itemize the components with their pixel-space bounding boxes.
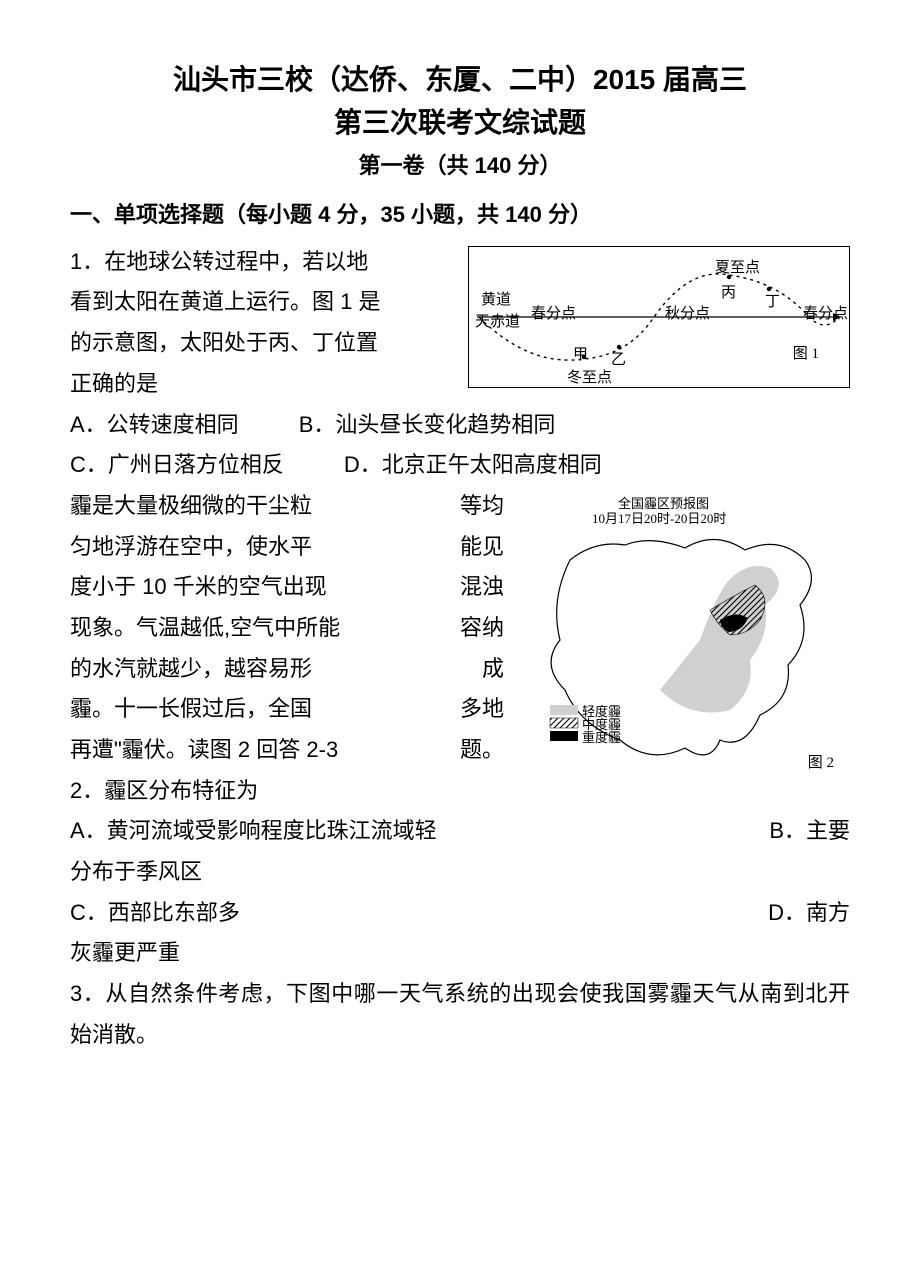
fig1-label-tianchidao: 天赤道 bbox=[475, 309, 520, 337]
fig1-label-chunfen-left: 春分点 bbox=[531, 301, 576, 329]
fig2-legend-heavy: 重度霾 bbox=[582, 726, 621, 750]
section-heading: 一、单项选择题（每小题 4 分，35 小题，共 140 分） bbox=[70, 195, 850, 236]
q1-option-b: B．汕头昼长变化趋势相同 bbox=[299, 405, 556, 446]
q2-option-a: A．黄河流域受影响程度比珠江流域轻 bbox=[70, 811, 437, 852]
p2-l2a: 匀地浮游在空中，使水平 bbox=[70, 527, 312, 568]
p2-l3b: 混浊 bbox=[460, 567, 504, 608]
page-subtitle: 第一卷（共 140 分） bbox=[70, 146, 850, 187]
q2-option-d2: 灰霾更严重 bbox=[70, 933, 850, 974]
fig1-label-qiufen: 秋分点 bbox=[665, 301, 710, 329]
p2-l4b: 容纳 bbox=[460, 608, 504, 649]
p2-l7b: 题。 bbox=[460, 730, 504, 771]
fig1-label-yi: 乙 bbox=[611, 347, 626, 375]
q1-option-c: C．广州日落方位相反 bbox=[70, 445, 284, 486]
page-title-line1: 汕头市三校（达侨、东厦、二中）2015 届高三 bbox=[70, 60, 850, 99]
q2-option-b2: 分布于季风区 bbox=[70, 852, 850, 893]
fig2-title2: 10月17日20时-20日20时 bbox=[592, 507, 726, 531]
figure-1: 黄道 天赤道 春分点 冬至点 甲 乙 秋分点 夏至点 丙 丁 春分点 图 1 bbox=[468, 246, 850, 388]
p2-l2b: 能见 bbox=[460, 527, 504, 568]
fig1-label-bing: 丙 bbox=[721, 280, 736, 308]
p2-l3a: 度小于 10 千米的空气出现 bbox=[70, 567, 327, 608]
fig1-caption: 图 1 bbox=[793, 341, 819, 369]
q1-option-d: D．北京正午太阳高度相同 bbox=[344, 445, 602, 486]
p2-l5b: 成 bbox=[482, 649, 504, 690]
p2-l6b: 多地 bbox=[460, 689, 504, 730]
fig2-caption: 图 2 bbox=[808, 750, 834, 778]
q2-option-c: C．西部比东部多 bbox=[70, 893, 240, 934]
q1-option-a: A．公转速度相同 bbox=[70, 405, 239, 446]
fig1-label-chunfen-right: 春分点 bbox=[803, 301, 848, 329]
p2-l5a: 的水汽就越少，越容易形 bbox=[70, 649, 312, 690]
figure-2: 全国霾区预报图 10月17日20时-20日20时 轻度霾 中度霾 重度霾 图 2 bbox=[510, 490, 850, 780]
p2-l4a: 现象。气温越低,空气中所能 bbox=[70, 608, 340, 649]
q2-option-b: B．主要 bbox=[769, 811, 850, 852]
fig1-label-ding: 丁 bbox=[765, 289, 780, 317]
p2-l7a: 再遭"霾伏。读图 2 回答 2-3 bbox=[70, 730, 338, 771]
fig1-label-xiazhi: 夏至点 bbox=[715, 255, 760, 283]
fig1-label-jia: 甲 bbox=[573, 342, 588, 370]
p2-l1a: 霾是大量极细微的干尘粒 bbox=[70, 486, 312, 527]
page-title-line2: 第三次联考文综试题 bbox=[70, 103, 850, 142]
q2-option-d: D．南方 bbox=[768, 893, 850, 934]
q3-stem: 3．从自然条件考虑，下图中哪一天气系统的出现会使我国雾霾天气从南到北开始消散。 bbox=[70, 974, 850, 1055]
p2-l1b: 等均 bbox=[460, 486, 504, 527]
p2-l6a: 霾。十一长假过后，全国 bbox=[70, 689, 312, 730]
